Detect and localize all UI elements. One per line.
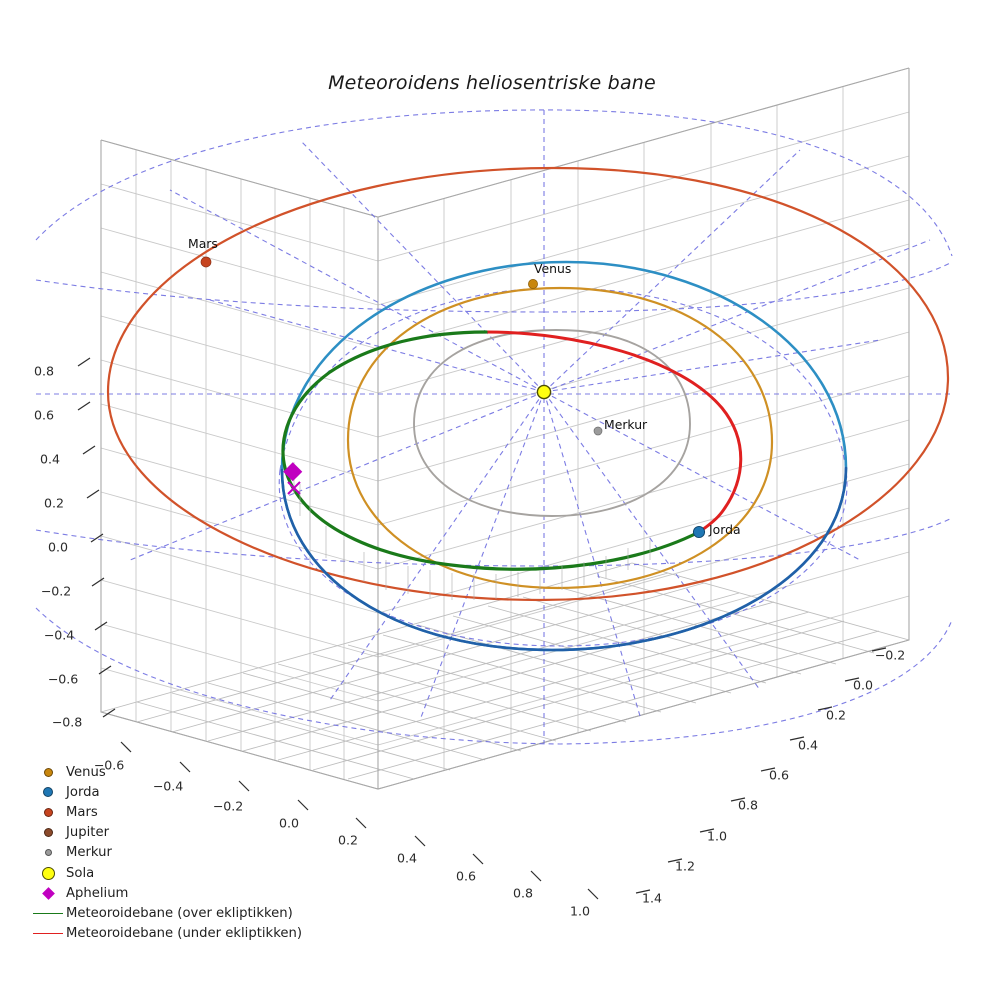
legend-label: Venus — [66, 764, 106, 780]
y-tick-2: 0.2 — [825, 707, 847, 723]
x-tick-3: 0.0 — [278, 815, 300, 831]
legend-item-venus[interactable]: Venus — [30, 762, 350, 782]
venus-dot-icon — [30, 767, 66, 777]
orbit-jorda-near — [280, 466, 848, 652]
jorda-dot-icon — [30, 787, 66, 798]
legend-label: Sola — [66, 865, 95, 881]
meteoroid-drop-lines — [293, 462, 651, 600]
mars-dot-icon — [30, 807, 66, 817]
red-line-icon — [30, 933, 66, 935]
legend: Venus Jorda Mars Jupiter Merkur Sola Aphelium M… — [30, 762, 350, 944]
legend-item-meteoroidebane[interactable]: Meteoroidebane (under ekliptikken) — [30, 924, 350, 944]
x-tick-0: −0.6 — [93, 757, 125, 773]
orbit-merkur — [413, 329, 691, 517]
pane-grid-floor — [100, 562, 910, 790]
y-tick-8: 1.4 — [641, 890, 663, 906]
aphelium-diamond-icon — [30, 886, 66, 900]
sun-marker — [536, 384, 552, 400]
x-tick-7: 0.8 — [512, 885, 534, 901]
body-label-merkur: Merkur — [604, 417, 648, 432]
legend-item-mars[interactable]: Mars — [30, 802, 350, 822]
body-label-jorda: Jorda — [709, 522, 741, 537]
sola-dot-icon — [30, 866, 66, 880]
x-tick-2: −0.2 — [212, 798, 244, 814]
x-tick-5: 0.4 — [396, 850, 418, 866]
projection-lines — [35, 109, 953, 745]
orbit-meteoroid-under — [484, 330, 743, 534]
legend-label: Mars — [66, 804, 98, 820]
orbit-venus — [346, 286, 774, 590]
legend-item-jorda[interactable]: Jorda — [30, 782, 350, 802]
z-tick-7: −0.6 — [47, 671, 79, 687]
legend-item-sola[interactable]: Sola — [30, 863, 350, 883]
pane-edges — [100, 67, 910, 790]
z-tick-2: 0.4 — [39, 451, 61, 467]
jupiter-dot-icon — [30, 828, 66, 838]
green-line-icon — [30, 912, 66, 914]
legend-label: Meteoroidebane (under ekliptikken) — [66, 926, 302, 942]
x-tick-1: −0.4 — [152, 778, 184, 794]
orbit-meteoroid-over — [281, 330, 701, 571]
z-tick-5: −0.2 — [40, 583, 72, 599]
legend-label: Aphelium — [66, 885, 129, 901]
y-tick-5: 0.8 — [737, 797, 759, 813]
y-tick-7: 1.2 — [674, 858, 696, 874]
y-tick-6: 1.0 — [706, 828, 728, 844]
aphelium-marker — [283, 462, 303, 495]
z-tick-8: −0.8 — [51, 714, 83, 730]
orbit-jorda — [280, 260, 848, 652]
orbit-mars — [106, 166, 950, 602]
legend-item-merkur[interactable]: Merkur — [30, 843, 350, 863]
page-title: Meteoroidens heliosentriske bane — [328, 72, 656, 94]
legend-item-meteoroidebane[interactable]: Meteoroidebane (over ekliptikken) — [30, 903, 350, 923]
body-label-mars: Mars — [188, 236, 218, 251]
planet-markers — [200, 256, 706, 539]
merkur-dot-icon — [30, 849, 66, 857]
axis-ticks — [77, 357, 887, 900]
x-tick-4: 0.2 — [337, 832, 359, 848]
y-tick-4: 0.6 — [768, 767, 790, 783]
z-tick-3: 0.2 — [43, 495, 65, 511]
legend-label: Meteoroidebane (over ekliptikken) — [66, 905, 293, 921]
x-tick-6: 0.6 — [455, 868, 477, 884]
legend-item-jupiter[interactable]: Jupiter — [30, 823, 350, 843]
y-tick-3: 0.4 — [797, 737, 819, 753]
legend-label: Merkur — [66, 845, 112, 861]
legend-label: Jupiter — [66, 825, 109, 841]
y-tick-0: −0.2 — [874, 647, 906, 663]
z-tick-1: 0.6 — [33, 407, 55, 423]
y-tick-1: 0.0 — [852, 677, 874, 693]
z-tick-6: −0.4 — [43, 627, 75, 643]
legend-item-aphelium[interactable]: Aphelium — [30, 883, 350, 903]
body-label-venus: Venus — [534, 261, 572, 276]
x-tick-8: 1.0 — [569, 903, 591, 919]
z-tick-0: 0.8 — [33, 363, 55, 379]
z-tick-4: 0.0 — [47, 539, 69, 555]
legend-label: Jorda — [66, 784, 100, 800]
